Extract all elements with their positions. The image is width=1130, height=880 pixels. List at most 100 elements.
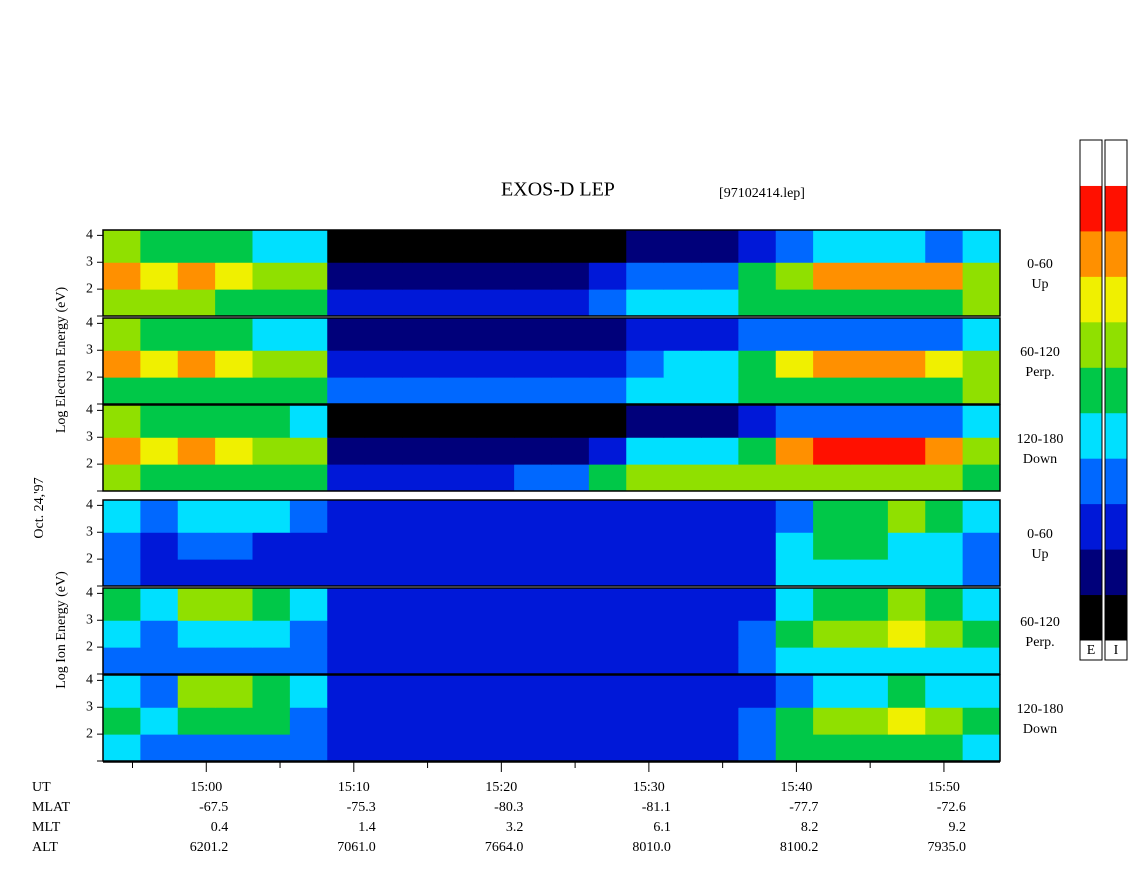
- heat-cell: [177, 620, 216, 648]
- heat-cell: [140, 437, 179, 465]
- heat-cell: [925, 318, 964, 351]
- colorbar-segment: [1105, 321, 1127, 368]
- x-tick-label: 15:50: [928, 780, 960, 795]
- colorbar-segment: [1105, 185, 1127, 232]
- y-tick-label: 2: [86, 551, 93, 566]
- heat-cell: [887, 559, 926, 587]
- heat-cell: [103, 707, 141, 735]
- heat-cell: [364, 734, 403, 762]
- heat-cell: [588, 230, 627, 263]
- heat-cell: [439, 500, 478, 533]
- heat-cell: [887, 588, 926, 621]
- heat-cell: [962, 464, 1001, 492]
- panel-frame: [102, 587, 1001, 675]
- heat-cell: [663, 675, 702, 708]
- heat-cell: [215, 262, 253, 290]
- panel-direction: Perp.: [1025, 365, 1054, 380]
- heat-cell: [327, 647, 366, 675]
- heat-cell: [103, 377, 141, 405]
- heat-cell: [925, 377, 964, 405]
- colorbar-segment: [1080, 594, 1102, 641]
- heat-cell: [402, 289, 440, 317]
- heat-cell: [701, 675, 739, 708]
- heat-cell: [402, 500, 440, 533]
- heat-cell: [514, 464, 552, 492]
- heat-cell: [850, 350, 889, 378]
- y-tick-label: 3: [86, 612, 93, 627]
- heat-cell: [925, 437, 964, 465]
- heat-cell: [364, 675, 403, 708]
- heat-cell: [439, 675, 478, 708]
- heat-cell: [215, 289, 253, 317]
- heat-cell: [476, 675, 515, 708]
- heat-cell: [887, 350, 926, 378]
- heat-cell: [364, 464, 403, 492]
- heat-cell: [476, 532, 515, 560]
- heat-cell: [177, 707, 216, 735]
- heat-cell: [289, 318, 328, 351]
- heat-cell: [551, 734, 590, 762]
- y-tick-label: 3: [86, 699, 93, 714]
- heat-cell: [103, 500, 141, 533]
- ephemeris-value: 0.4: [211, 820, 229, 835]
- heat-cell: [103, 559, 141, 587]
- x-tick-label: 15:30: [633, 780, 665, 795]
- heat-cell: [775, 262, 814, 290]
- heat-cell: [887, 318, 926, 351]
- heat-cell: [925, 289, 964, 317]
- heat-cell: [663, 318, 702, 351]
- heat-cell: [775, 500, 814, 533]
- y-tick-label: 3: [86, 342, 93, 357]
- panel-angle: 120-180: [1017, 702, 1064, 717]
- heat-cell: [402, 318, 440, 351]
- heat-cell: [252, 675, 291, 708]
- heat-cell: [215, 230, 253, 263]
- heat-cell: [663, 734, 702, 762]
- heat-cell: [588, 734, 627, 762]
- heat-cell: [551, 437, 590, 465]
- y-tick-label: 4: [86, 673, 93, 688]
- ephemeris-value: -77.7: [789, 800, 818, 815]
- heat-cell: [626, 230, 665, 263]
- ephemeris-label: MLAT: [32, 800, 71, 815]
- heat-cell: [327, 588, 366, 621]
- heat-cell: [701, 405, 739, 438]
- heat-cell: [252, 707, 291, 735]
- heat-cell: [738, 464, 777, 492]
- heat-cell: [327, 734, 366, 762]
- heat-cell: [476, 464, 515, 492]
- heat-cell: [439, 350, 478, 378]
- heat-cell: [514, 707, 552, 735]
- heat-cell: [813, 318, 851, 351]
- heat-cell: [626, 437, 665, 465]
- heat-cell: [551, 500, 590, 533]
- heat-cell: [962, 734, 1001, 762]
- heat-cell: [364, 588, 403, 621]
- heat-cell: [215, 500, 253, 533]
- heat-cell: [663, 230, 702, 263]
- heat-cell: [962, 377, 1001, 405]
- heat-cell: [402, 559, 440, 587]
- heat-cell: [701, 464, 739, 492]
- colorbar-segment: [1105, 276, 1127, 323]
- heat-cell: [289, 350, 328, 378]
- heat-cell: [701, 377, 739, 405]
- heat-cell: [439, 464, 478, 492]
- y-tick-label: 4: [86, 228, 93, 243]
- heat-cell: [738, 588, 777, 621]
- heat-cell: [925, 559, 964, 587]
- heat-cell: [439, 262, 478, 290]
- heat-cell: [289, 675, 328, 708]
- heat-cell: [252, 405, 291, 438]
- heat-cell: [775, 230, 814, 263]
- ephemeris-value: 6.1: [653, 820, 671, 835]
- heat-cell: [327, 289, 366, 317]
- heat-cell: [626, 620, 665, 648]
- heat-cell: [289, 405, 328, 438]
- heat-cell: [663, 405, 702, 438]
- heat-cell: [887, 437, 926, 465]
- heat-cell: [551, 405, 590, 438]
- heat-cell: [402, 532, 440, 560]
- heat-cell: [327, 405, 366, 438]
- heat-cell: [327, 500, 366, 533]
